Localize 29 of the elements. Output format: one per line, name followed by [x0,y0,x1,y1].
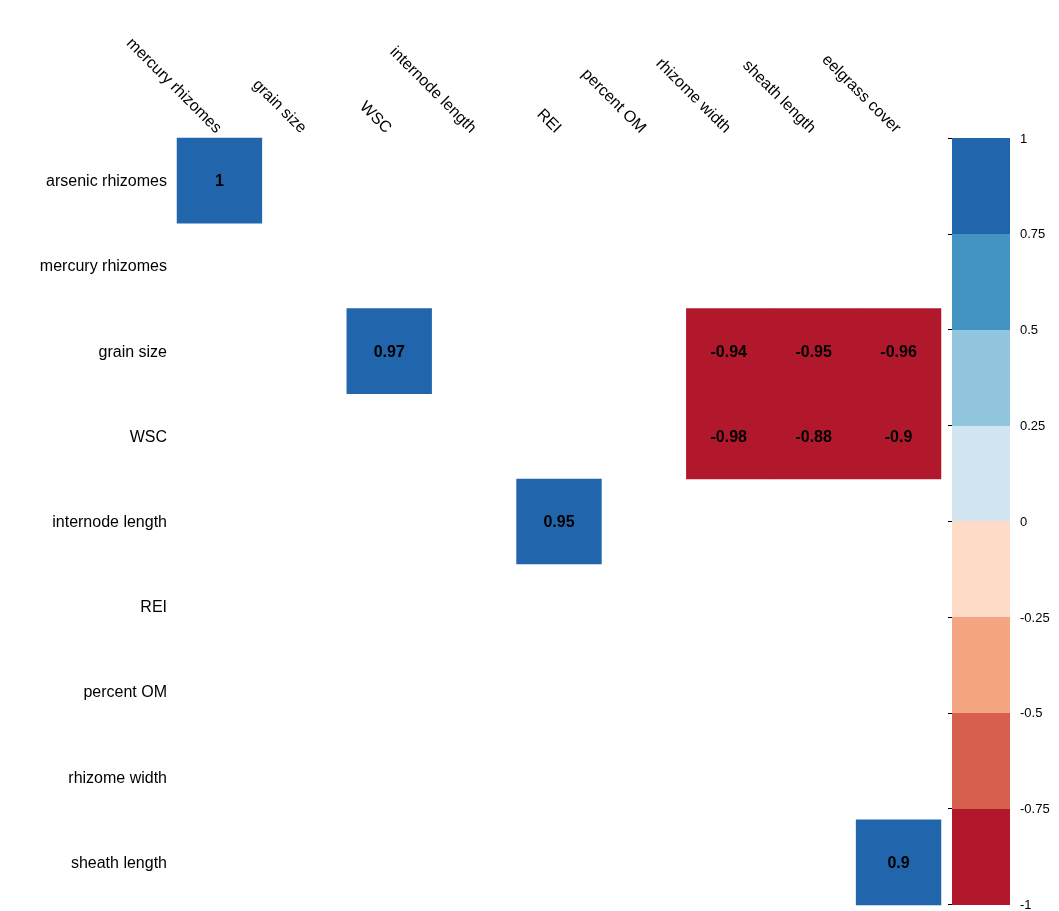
color-bar-label: -0.25 [1020,609,1050,625]
y-tick-label: REI [140,598,167,616]
data-label: 1 [214,172,224,190]
data-label: -0.94 [710,342,748,360]
data-label: 0.95 [543,513,575,530]
data-label: -0.9 [884,427,913,445]
color-bar-label: -0.5 [1020,705,1043,721]
data-label: -0.96 [880,342,917,360]
color-bar-label: 0.75 [1020,226,1046,242]
y-tick-label: WSC [129,427,167,445]
data-label: 0.9 [887,853,910,871]
color-bar-label: 0 [1020,513,1028,529]
color-bar-label: -0.75 [1020,801,1050,817]
x-tick-label: REI [534,105,566,137]
y-tick-label: percent OM [83,683,167,701]
y-tick-label: mercury rhizomes [39,257,167,275]
data-label: -0.98 [710,427,748,445]
y-tick-label: internode length [52,513,167,530]
y-tick-label: sheath length [70,853,167,871]
y-tick-label: rhizome width [68,768,167,786]
color-bar-label: -1 [1020,897,1032,911]
y-tick-label: grain size [98,342,168,360]
color-bar-label: 0.25 [1020,417,1046,433]
color-bar-label: 1 [1020,130,1028,146]
color-bar-label: 0.5 [1020,322,1039,338]
y-tick-label: arsenic rhizomes [46,172,167,190]
data-label: -0.95 [795,342,832,360]
data-label: -0.88 [795,427,832,445]
data-label: 0.97 [373,342,405,360]
